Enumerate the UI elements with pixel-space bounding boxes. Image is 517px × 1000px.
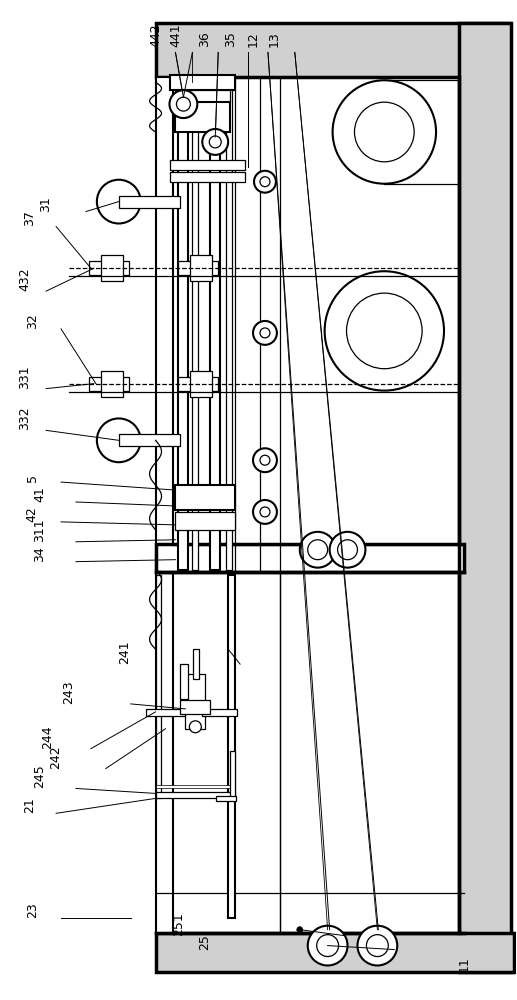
Circle shape bbox=[97, 418, 141, 462]
Circle shape bbox=[260, 507, 270, 517]
Text: 244: 244 bbox=[41, 725, 54, 749]
Circle shape bbox=[260, 455, 270, 465]
Bar bbox=[180, 700, 210, 714]
Text: 12: 12 bbox=[247, 32, 260, 47]
Text: 442: 442 bbox=[149, 24, 162, 47]
Text: 245: 245 bbox=[34, 765, 47, 788]
Bar bbox=[119, 434, 180, 446]
Bar bbox=[180, 664, 188, 699]
Bar bbox=[175, 90, 230, 102]
Circle shape bbox=[176, 97, 190, 111]
Text: 36: 36 bbox=[198, 32, 211, 47]
Bar bbox=[192, 82, 199, 570]
Circle shape bbox=[308, 926, 347, 965]
Bar bbox=[175, 102, 230, 132]
Circle shape bbox=[189, 721, 201, 733]
Bar bbox=[101, 371, 123, 397]
Circle shape bbox=[297, 927, 303, 933]
Bar bbox=[156, 933, 513, 972]
Bar bbox=[156, 544, 464, 572]
Circle shape bbox=[357, 926, 397, 965]
Bar bbox=[156, 23, 509, 77]
Bar bbox=[190, 255, 212, 281]
Circle shape bbox=[317, 935, 339, 957]
Circle shape bbox=[330, 532, 366, 568]
Circle shape bbox=[254, 171, 276, 193]
Bar bbox=[156, 792, 235, 798]
Circle shape bbox=[346, 293, 422, 369]
Text: 32: 32 bbox=[26, 313, 39, 329]
Bar bbox=[156, 785, 235, 788]
Bar bbox=[156, 77, 174, 570]
Text: 23: 23 bbox=[26, 902, 39, 918]
Circle shape bbox=[367, 935, 388, 957]
Bar bbox=[190, 371, 212, 397]
Circle shape bbox=[355, 102, 414, 162]
Text: 311: 311 bbox=[34, 518, 47, 542]
Bar bbox=[202, 709, 237, 716]
Circle shape bbox=[300, 532, 336, 568]
Bar bbox=[178, 377, 218, 391]
Bar bbox=[226, 82, 232, 570]
Bar bbox=[156, 575, 161, 798]
Bar bbox=[101, 255, 123, 281]
Bar bbox=[146, 709, 186, 716]
Circle shape bbox=[260, 177, 270, 187]
Bar bbox=[178, 82, 188, 570]
Text: 5: 5 bbox=[26, 474, 39, 482]
Text: 332: 332 bbox=[18, 407, 31, 430]
Text: 251: 251 bbox=[172, 912, 185, 936]
Text: 35: 35 bbox=[224, 32, 237, 47]
Circle shape bbox=[253, 321, 277, 345]
Bar bbox=[171, 160, 245, 170]
Bar bbox=[89, 377, 129, 391]
Bar bbox=[459, 23, 511, 972]
Circle shape bbox=[308, 540, 328, 560]
Bar bbox=[193, 649, 200, 679]
Text: 11: 11 bbox=[458, 957, 470, 972]
Text: 37: 37 bbox=[23, 211, 36, 226]
Text: 243: 243 bbox=[62, 680, 75, 704]
Bar bbox=[178, 261, 218, 275]
Bar bbox=[171, 172, 245, 182]
Text: 21: 21 bbox=[23, 798, 36, 813]
Circle shape bbox=[325, 271, 444, 391]
Circle shape bbox=[253, 448, 277, 472]
Circle shape bbox=[332, 80, 436, 184]
Bar bbox=[216, 796, 236, 801]
Circle shape bbox=[170, 90, 197, 118]
Text: 31: 31 bbox=[39, 196, 52, 212]
Circle shape bbox=[260, 328, 270, 338]
Circle shape bbox=[338, 540, 357, 560]
Bar bbox=[210, 82, 220, 570]
Circle shape bbox=[97, 180, 141, 223]
Bar bbox=[171, 75, 235, 90]
Text: 25: 25 bbox=[198, 934, 211, 950]
Bar bbox=[230, 751, 235, 800]
Circle shape bbox=[209, 136, 221, 148]
Text: 241: 241 bbox=[118, 640, 131, 664]
Bar bbox=[119, 196, 180, 208]
Text: 34: 34 bbox=[34, 546, 47, 562]
Bar bbox=[186, 674, 205, 729]
Bar bbox=[175, 512, 235, 530]
Bar bbox=[228, 575, 235, 918]
Bar bbox=[89, 261, 129, 275]
Text: 432: 432 bbox=[18, 268, 31, 291]
Text: 331: 331 bbox=[18, 365, 31, 389]
Text: 42: 42 bbox=[26, 506, 39, 522]
Text: 441: 441 bbox=[170, 24, 183, 47]
Text: 242: 242 bbox=[49, 745, 62, 769]
Text: 41: 41 bbox=[34, 486, 47, 502]
Text: 13: 13 bbox=[267, 32, 280, 47]
Bar bbox=[156, 570, 174, 933]
Bar bbox=[175, 485, 235, 510]
Circle shape bbox=[253, 500, 277, 524]
Circle shape bbox=[202, 129, 228, 155]
